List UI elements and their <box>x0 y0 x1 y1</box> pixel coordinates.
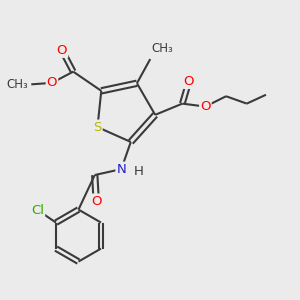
Text: O: O <box>57 44 67 57</box>
Text: CH₃: CH₃ <box>6 78 28 91</box>
Text: O: O <box>47 76 57 89</box>
Text: O: O <box>184 75 194 88</box>
Text: N: N <box>116 163 126 176</box>
Text: CH₃: CH₃ <box>152 43 173 56</box>
Text: Cl: Cl <box>31 204 44 217</box>
Text: O: O <box>91 194 101 208</box>
Text: O: O <box>200 100 211 113</box>
Text: S: S <box>93 121 102 134</box>
Text: H: H <box>134 165 144 178</box>
